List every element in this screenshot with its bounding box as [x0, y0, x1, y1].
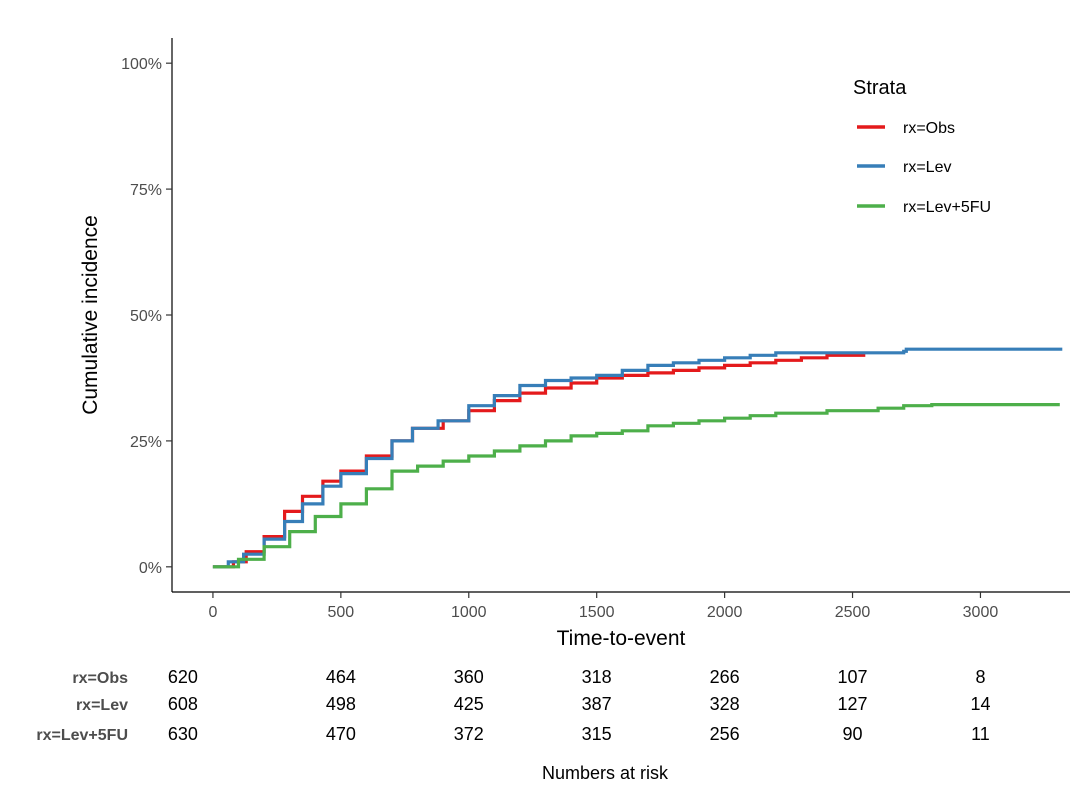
risk-value: 608 [168, 694, 198, 714]
legend-label-obs: rx=Obs [903, 120, 955, 137]
x-tick-label: 2500 [835, 604, 871, 621]
risk-value: 464 [326, 667, 356, 687]
risk-value: 470 [326, 724, 356, 744]
plot-area: 0% 25% 50% 75% 100% 0 500 1000 1500 2000 2500 3000 [121, 38, 1070, 621]
risk-value: 620 [168, 667, 198, 687]
x-tick-label: 500 [328, 604, 355, 621]
legend-item-lev5fu: rx=Lev+5FU [857, 199, 991, 216]
y-tick-label: 75% [130, 182, 162, 199]
risk-value: 372 [454, 724, 484, 744]
legend-item-lev: rx=Lev [857, 159, 951, 176]
risk-value: 14 [970, 694, 990, 714]
series-line-rx-obs [212, 353, 866, 569]
series-line-rx-lev-5fu [212, 403, 1060, 569]
risk-row-label: rx=Lev [76, 697, 128, 714]
risk-value: 266 [710, 667, 740, 687]
y-tick-label: 50% [130, 308, 162, 325]
y-tick-label: 0% [139, 560, 162, 577]
risk-value: 127 [838, 694, 868, 714]
x-tick-label: 3000 [963, 604, 999, 621]
legend-item-obs: rx=Obs [857, 120, 955, 137]
risk-value: 630 [168, 724, 198, 744]
series-line-rx-lev [212, 347, 1063, 569]
legend: Strata rx=Obs rx=Lev rx=Lev+5FU [853, 77, 991, 216]
risk-value: 107 [838, 667, 868, 687]
risk-row-label: rx=Lev+5FU [36, 727, 128, 744]
risk-value: 387 [582, 694, 612, 714]
risk-table-title: Numbers at risk [542, 763, 669, 783]
risk-value: 425 [454, 694, 484, 714]
y-tick-label: 25% [130, 434, 162, 451]
risk-value: 8 [975, 667, 985, 687]
x-axis-ticks: 0 500 1000 1500 2000 2500 3000 [208, 592, 998, 621]
risk-row-label: rx=Obs [72, 670, 128, 687]
y-tick-label: 100% [121, 56, 162, 73]
legend-label-lev5fu: rx=Lev+5FU [903, 199, 991, 216]
y-axis-title: Cumulative incidence [79, 215, 102, 415]
x-tick-label: 0 [208, 604, 217, 621]
risk-value: 11 [971, 724, 990, 744]
risk-value: 90 [843, 724, 863, 744]
risk-value: 328 [710, 694, 740, 714]
risk-value: 498 [326, 694, 356, 714]
y-axis-ticks: 0% 25% 50% 75% 100% [121, 56, 172, 577]
legend-label-lev: rx=Lev [903, 159, 951, 176]
x-tick-label: 1500 [579, 604, 615, 621]
x-axis-title: Time-to-event [557, 627, 686, 650]
risk-value: 318 [582, 667, 612, 687]
numbers-at-risk-table: rx=Obs 620 464 360 318 266 107 8 rx=Lev 608 498 425… [36, 667, 990, 744]
series-lines [212, 347, 1063, 569]
x-tick-label: 2000 [707, 604, 743, 621]
legend-title: Strata [853, 77, 907, 99]
risk-value: 315 [582, 724, 612, 744]
x-tick-label: 1000 [451, 604, 487, 621]
risk-value: 360 [454, 667, 484, 687]
risk-value: 256 [710, 724, 740, 744]
